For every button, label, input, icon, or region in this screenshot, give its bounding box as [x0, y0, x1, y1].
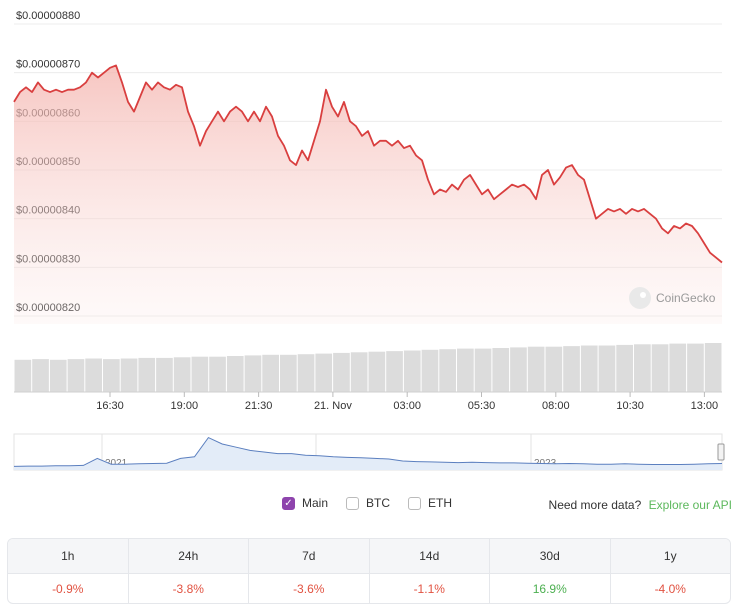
volume-bar — [439, 349, 456, 392]
volume-bar — [49, 359, 67, 392]
volume-bar — [350, 352, 368, 392]
chart-series-controls: ✓ Main BTC ETH — [282, 496, 470, 510]
volume-bar — [156, 357, 173, 392]
volume-bar — [368, 351, 386, 392]
volume-bar — [315, 353, 333, 392]
x-tick-label: 16:30 — [96, 400, 124, 412]
header-1y: 1y — [610, 539, 730, 573]
price-line — [13, 64, 723, 264]
volume-bar — [67, 359, 85, 392]
volume-bar — [510, 347, 527, 392]
x-tick-label: 03:00 — [393, 400, 421, 412]
navigator-handle[interactable] — [717, 443, 725, 461]
volume-bar — [209, 356, 226, 392]
value-1y: -4.0% — [610, 573, 730, 603]
value-30d: 16.9% — [490, 573, 611, 603]
more-data-prompt: Need more data? Explore our API — [549, 498, 732, 512]
checkbox-empty-icon — [346, 496, 360, 510]
volume-bar — [14, 359, 32, 392]
y-tick-label: $0.00000880 — [16, 10, 80, 22]
x-tick-label: 21:30 — [245, 400, 273, 412]
eth-label: ETH — [428, 496, 453, 510]
x-tick-label: 13:00 — [691, 400, 719, 412]
volume-bar — [120, 358, 138, 392]
navigator-line — [13, 436, 723, 467]
volume-bar — [651, 344, 669, 392]
more-data-text: Need more data? — [548, 498, 642, 512]
coingecko-watermark: CoinGecko — [656, 291, 716, 305]
volume-bar — [634, 344, 651, 392]
volume-bar — [262, 354, 279, 392]
volume-bar — [704, 343, 722, 392]
volume-bar — [492, 348, 510, 392]
checkbox-empty-icon — [408, 496, 422, 510]
volume-bar — [421, 349, 439, 392]
explore-api-link[interactable]: Explore our API — [648, 498, 732, 512]
volume-bar — [297, 354, 315, 392]
coingecko-logo-icon — [629, 287, 651, 309]
volume-bar — [580, 345, 598, 392]
btc-checkbox[interactable]: BTC — [346, 496, 390, 510]
header-14d: 14d — [369, 539, 490, 573]
price-change-value-row: -0.9% -3.8% -3.6% -1.1% 16.9% -4.0% — [8, 573, 730, 603]
volume-bar — [616, 344, 633, 392]
value-14d: -1.1% — [369, 573, 490, 603]
value-7d: -3.6% — [249, 573, 370, 603]
volume-bar — [669, 343, 687, 392]
price-area — [14, 65, 722, 325]
main-checkbox[interactable]: ✓ Main — [282, 496, 328, 510]
header-7d: 7d — [249, 539, 370, 573]
volume-bar — [598, 345, 616, 392]
volume-bar — [191, 356, 209, 392]
volume-bar — [32, 359, 49, 392]
volume-bar — [545, 346, 563, 392]
volume-bar — [563, 346, 580, 392]
header-30d: 30d — [490, 539, 611, 573]
navigator-year-label: 2021 — [105, 458, 128, 469]
volume-bar — [474, 348, 492, 392]
btc-label: BTC — [366, 496, 391, 510]
navigator-area — [14, 437, 722, 470]
x-tick-label: 21. Nov — [314, 400, 352, 412]
x-tick-label: 05:30 — [468, 400, 496, 412]
checkmark-icon: ✓ — [282, 496, 295, 510]
price-change-header-row: 1h 24h 7d 14d 30d 1y — [8, 539, 730, 573]
volume-bar — [85, 358, 102, 392]
volume-bar — [173, 357, 191, 392]
main-label: Main — [302, 496, 329, 510]
value-24h: -3.8% — [128, 573, 249, 603]
value-1h: -0.9% — [8, 573, 129, 603]
coingecko-logo-eye-icon — [640, 292, 646, 298]
volume-bar — [333, 352, 350, 392]
volume-bar — [687, 343, 704, 392]
price-change-table: 1h 24h 7d 14d 30d 1y -0.9% -3.8% -3.6% -… — [7, 538, 731, 604]
volume-bar — [386, 351, 403, 392]
price-chart[interactable]: $0.00000880$0.00000870$0.00000860$0.0000… — [0, 0, 750, 480]
x-tick-label: 19:00 — [171, 400, 199, 412]
volume-bar — [457, 348, 474, 392]
volume-bar — [403, 350, 421, 392]
volume-bar — [527, 346, 545, 392]
x-tick-label: 08:00 — [542, 400, 570, 412]
volume-bar — [138, 357, 156, 392]
volume-bar — [103, 359, 120, 392]
y-tick-label: $0.00000870 — [16, 59, 80, 71]
header-24h: 24h — [128, 539, 249, 573]
x-tick-label: 10:30 — [616, 400, 644, 412]
volume-bar — [226, 356, 244, 392]
header-1h: 1h — [8, 539, 129, 573]
volume-bar — [244, 355, 262, 392]
eth-checkbox[interactable]: ETH — [408, 496, 452, 510]
volume-bar — [280, 354, 297, 392]
